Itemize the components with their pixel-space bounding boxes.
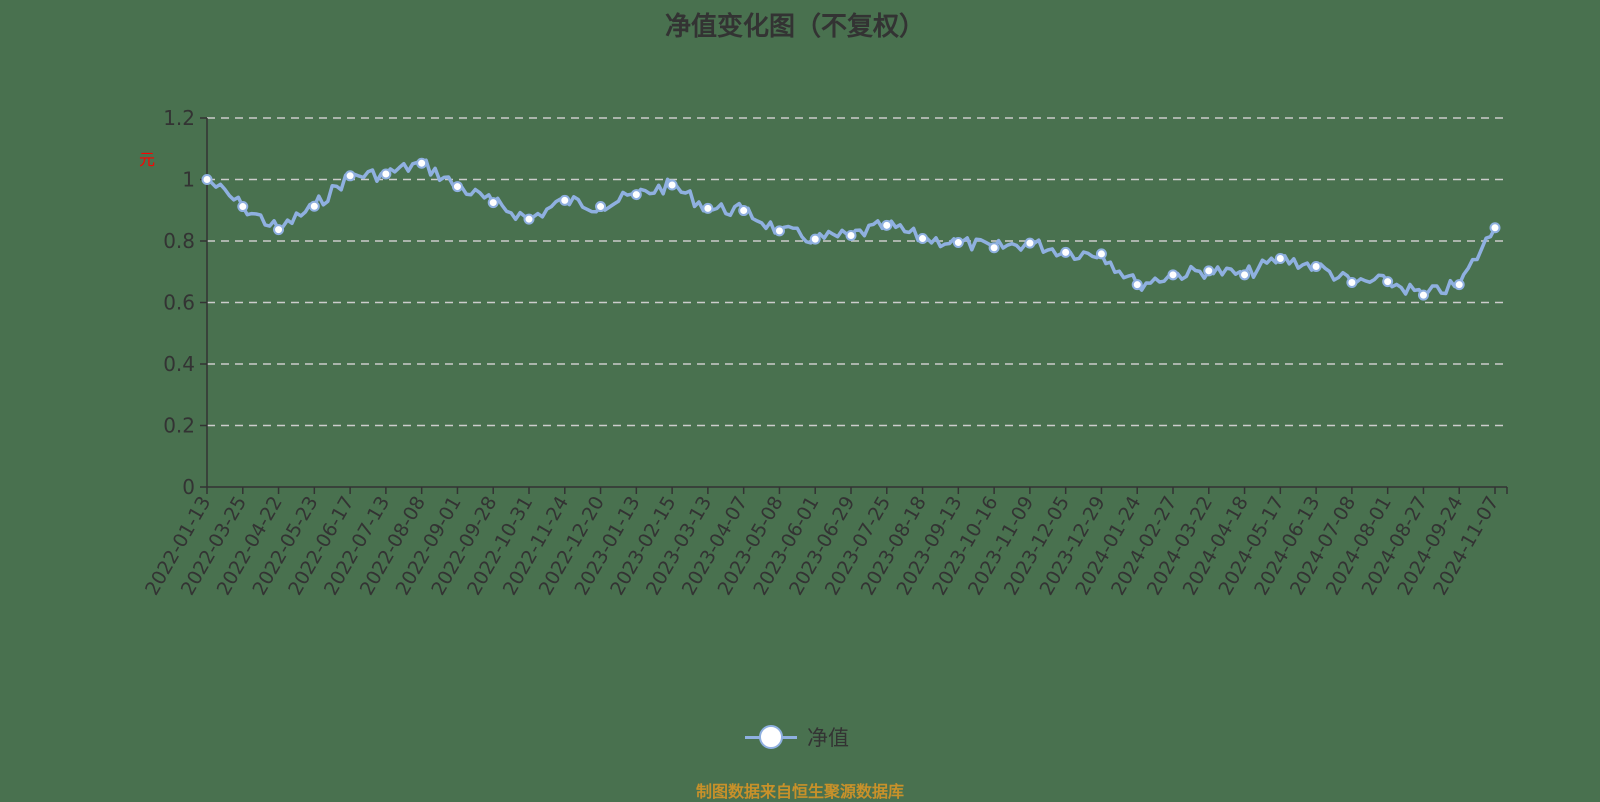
chart-title: 净值变化图（不复权） (664, 12, 925, 42)
legend-label: 净值 (807, 726, 849, 750)
data-point-marker[interactable] (1060, 246, 1072, 258)
data-point-marker[interactable] (738, 205, 750, 217)
svg-text:1.2: 1.2 (163, 106, 195, 130)
data-point-marker[interactable] (1489, 222, 1501, 234)
data-point-marker[interactable] (845, 229, 857, 241)
data-point-marker[interactable] (988, 242, 1000, 254)
y-axis: 0 0.2 0.4 0.6 0.8 1 1.2 (163, 106, 208, 499)
data-point-marker[interactable] (630, 189, 642, 201)
data-markers (201, 157, 1501, 301)
data-point-marker[interactable] (451, 181, 463, 193)
data-point-marker[interactable] (1024, 237, 1036, 249)
svg-text:0.8: 0.8 (163, 229, 195, 253)
data-point-marker[interactable] (702, 202, 714, 214)
data-point-marker[interactable] (917, 233, 929, 245)
data-point-marker[interactable] (1095, 248, 1107, 260)
svg-text:0.4: 0.4 (163, 352, 195, 376)
data-point-marker[interactable] (1274, 253, 1286, 265)
data-point-marker[interactable] (1131, 279, 1143, 291)
data-point-marker[interactable] (380, 168, 392, 180)
data-point-marker[interactable] (595, 201, 607, 213)
y-axis-label: 元 (139, 150, 155, 169)
data-point-marker[interactable] (1417, 289, 1429, 301)
data-point-marker[interactable] (1203, 265, 1215, 277)
legend[interactable]: 净值 (745, 722, 849, 752)
data-point-marker[interactable] (1239, 269, 1251, 281)
svg-text:0: 0 (182, 475, 195, 499)
x-axis: 2022-01-132022-03-252022-04-222022-05-23… (141, 486, 1508, 599)
data-point-marker[interactable] (273, 224, 285, 236)
data-point-marker[interactable] (1382, 276, 1394, 288)
circle-line-icon (745, 725, 797, 749)
data-point-marker[interactable] (344, 170, 356, 182)
data-point-marker[interactable] (1167, 269, 1179, 281)
data-point-marker[interactable] (1310, 261, 1322, 273)
data-point-marker[interactable] (1346, 277, 1358, 289)
data-source-footer: 制图数据来自恒生聚源数据库 (695, 782, 904, 801)
grid-lines (207, 117, 1507, 427)
net-value-line (205, 158, 1497, 297)
data-point-marker[interactable] (308, 200, 320, 212)
data-point-marker[interactable] (559, 194, 571, 206)
data-point-marker[interactable] (201, 174, 213, 185)
data-point-marker[interactable] (1453, 279, 1465, 291)
data-point-marker[interactable] (523, 213, 535, 225)
data-point-marker[interactable] (487, 197, 499, 209)
data-point-marker[interactable] (809, 233, 821, 245)
data-point-marker[interactable] (881, 219, 893, 231)
data-point-marker[interactable] (952, 237, 964, 249)
data-point-marker[interactable] (773, 225, 785, 237)
data-point-marker[interactable] (666, 179, 678, 191)
data-point-marker[interactable] (237, 201, 249, 213)
svg-text:0.2: 0.2 (163, 414, 195, 438)
svg-text:1: 1 (182, 168, 195, 192)
data-point-marker[interactable] (416, 157, 428, 169)
svg-text:0.6: 0.6 (163, 291, 195, 315)
